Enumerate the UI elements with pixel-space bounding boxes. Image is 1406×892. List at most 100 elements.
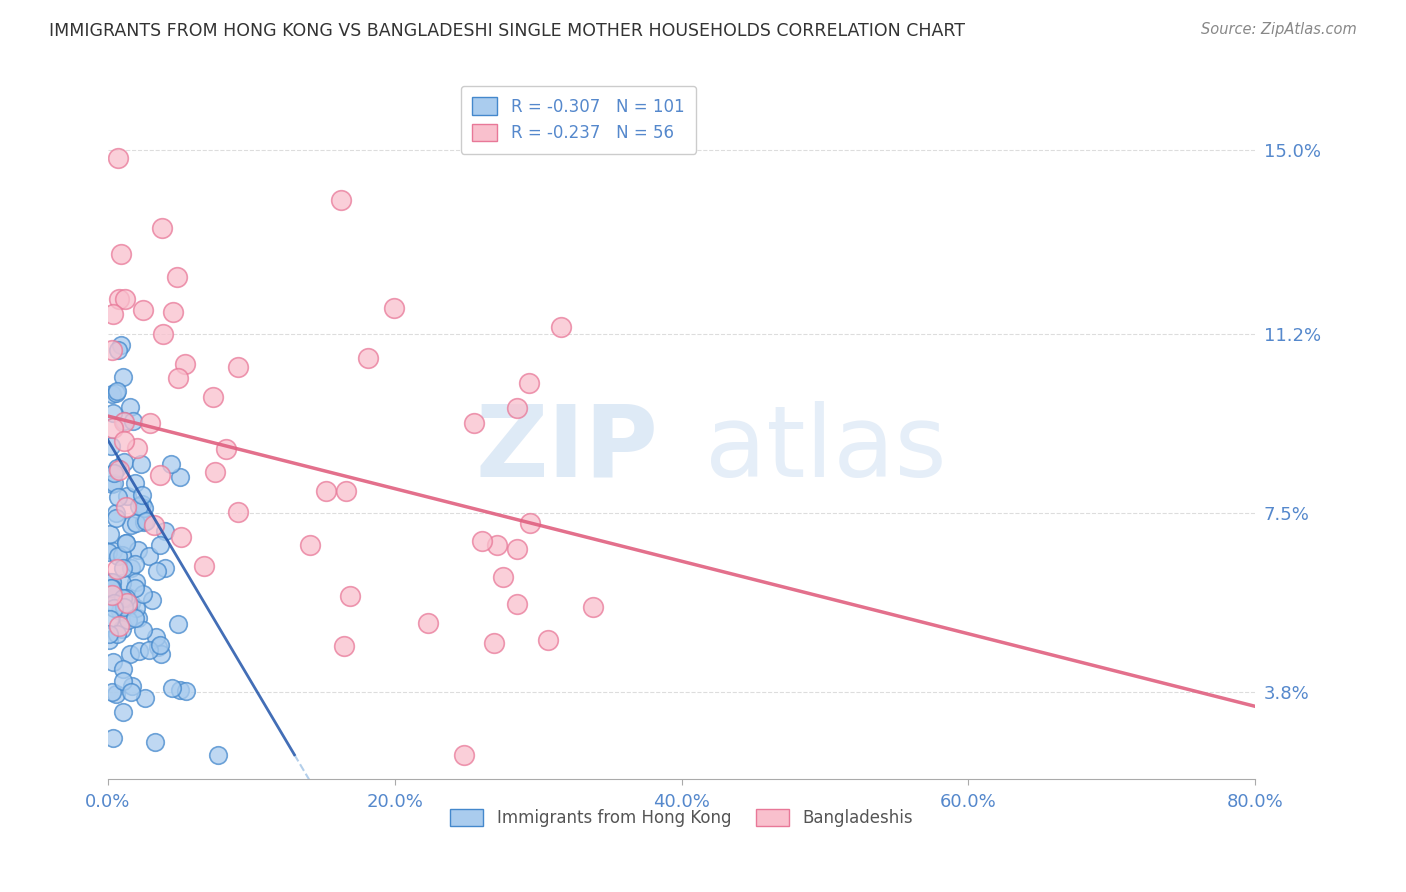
Point [120,596,142,610]
Point [112,455,135,469]
Point [111,674,134,689]
Point [103,466,125,480]
Point [506,401,529,416]
Point [135,514,157,528]
Point [201,390,224,404]
Point [150,647,173,661]
Point [356,351,378,365]
Text: IMMIGRANTS FROM HONG KONG VS BANGLADESHI SINGLE MOTHER HOUSEHOLDS CORRELATION CH: IMMIGRANTS FROM HONG KONG VS BANGLADESHI… [49,22,965,40]
Point [145,630,167,644]
Point [121,679,143,693]
Point [537,633,560,648]
Point [100,612,122,626]
Point [299,538,322,552]
Point [150,220,173,235]
Point [124,574,146,589]
Point [167,371,190,385]
Point [105,562,128,576]
Point [128,644,150,658]
Point [105,589,128,603]
Point [148,640,170,655]
Point [110,338,132,352]
Point [110,604,132,618]
Point [112,434,135,449]
Point [110,622,132,636]
Point [127,542,149,557]
Point [124,557,146,571]
Text: atlas: atlas [704,401,946,498]
Point [339,589,361,603]
Point [103,600,125,615]
Point [131,623,153,637]
Point [103,307,125,321]
Point [170,530,193,544]
Point [105,506,128,520]
Point [174,683,197,698]
Point [131,587,153,601]
Point [329,193,352,207]
Point [125,601,148,615]
Point [108,292,131,306]
Point [101,575,124,590]
Point [143,518,166,533]
Point [101,476,124,491]
Point [141,593,163,607]
Point [117,489,139,503]
Point [101,387,124,401]
Point [97,627,120,641]
Point [115,591,138,606]
Point [107,490,129,504]
Point [463,417,485,431]
Point [169,470,191,484]
Point [103,655,125,669]
Point [98,586,121,600]
Point [117,614,139,628]
Point [110,576,132,591]
Point [103,731,125,745]
Point [132,515,155,529]
Point [101,544,124,558]
Point [120,401,142,415]
Point [169,683,191,698]
Point [101,588,124,602]
Point [107,343,129,357]
Text: ZIP: ZIP [475,401,658,498]
Point [153,560,176,574]
Point [105,461,128,475]
Point [416,616,439,631]
Point [226,359,249,374]
Point [482,636,505,650]
Point [107,151,129,165]
Point [519,516,541,530]
Point [315,484,337,499]
Point [100,439,122,453]
Point [111,705,134,719]
Point [132,501,155,516]
Point [471,534,494,549]
Point [146,564,169,578]
Point [132,303,155,318]
Point [112,600,135,615]
Point [167,617,190,632]
Point [115,535,138,549]
Point [120,517,142,532]
Point [105,627,128,641]
Point [120,561,142,575]
Point [97,632,120,647]
Point [115,536,138,550]
Point [550,319,572,334]
Legend: Immigrants from Hong Kong, Bangladeshis: Immigrants from Hong Kong, Bangladeshis [443,802,920,834]
Point [111,548,134,562]
Point [100,581,122,595]
Point [122,414,145,428]
Point [105,511,128,525]
Point [127,611,149,625]
Point [453,747,475,762]
Point [101,420,124,434]
Point [149,467,172,482]
Point [207,747,229,762]
Point [104,386,127,401]
Point [517,376,540,390]
Point [105,384,128,398]
Point [124,581,146,595]
